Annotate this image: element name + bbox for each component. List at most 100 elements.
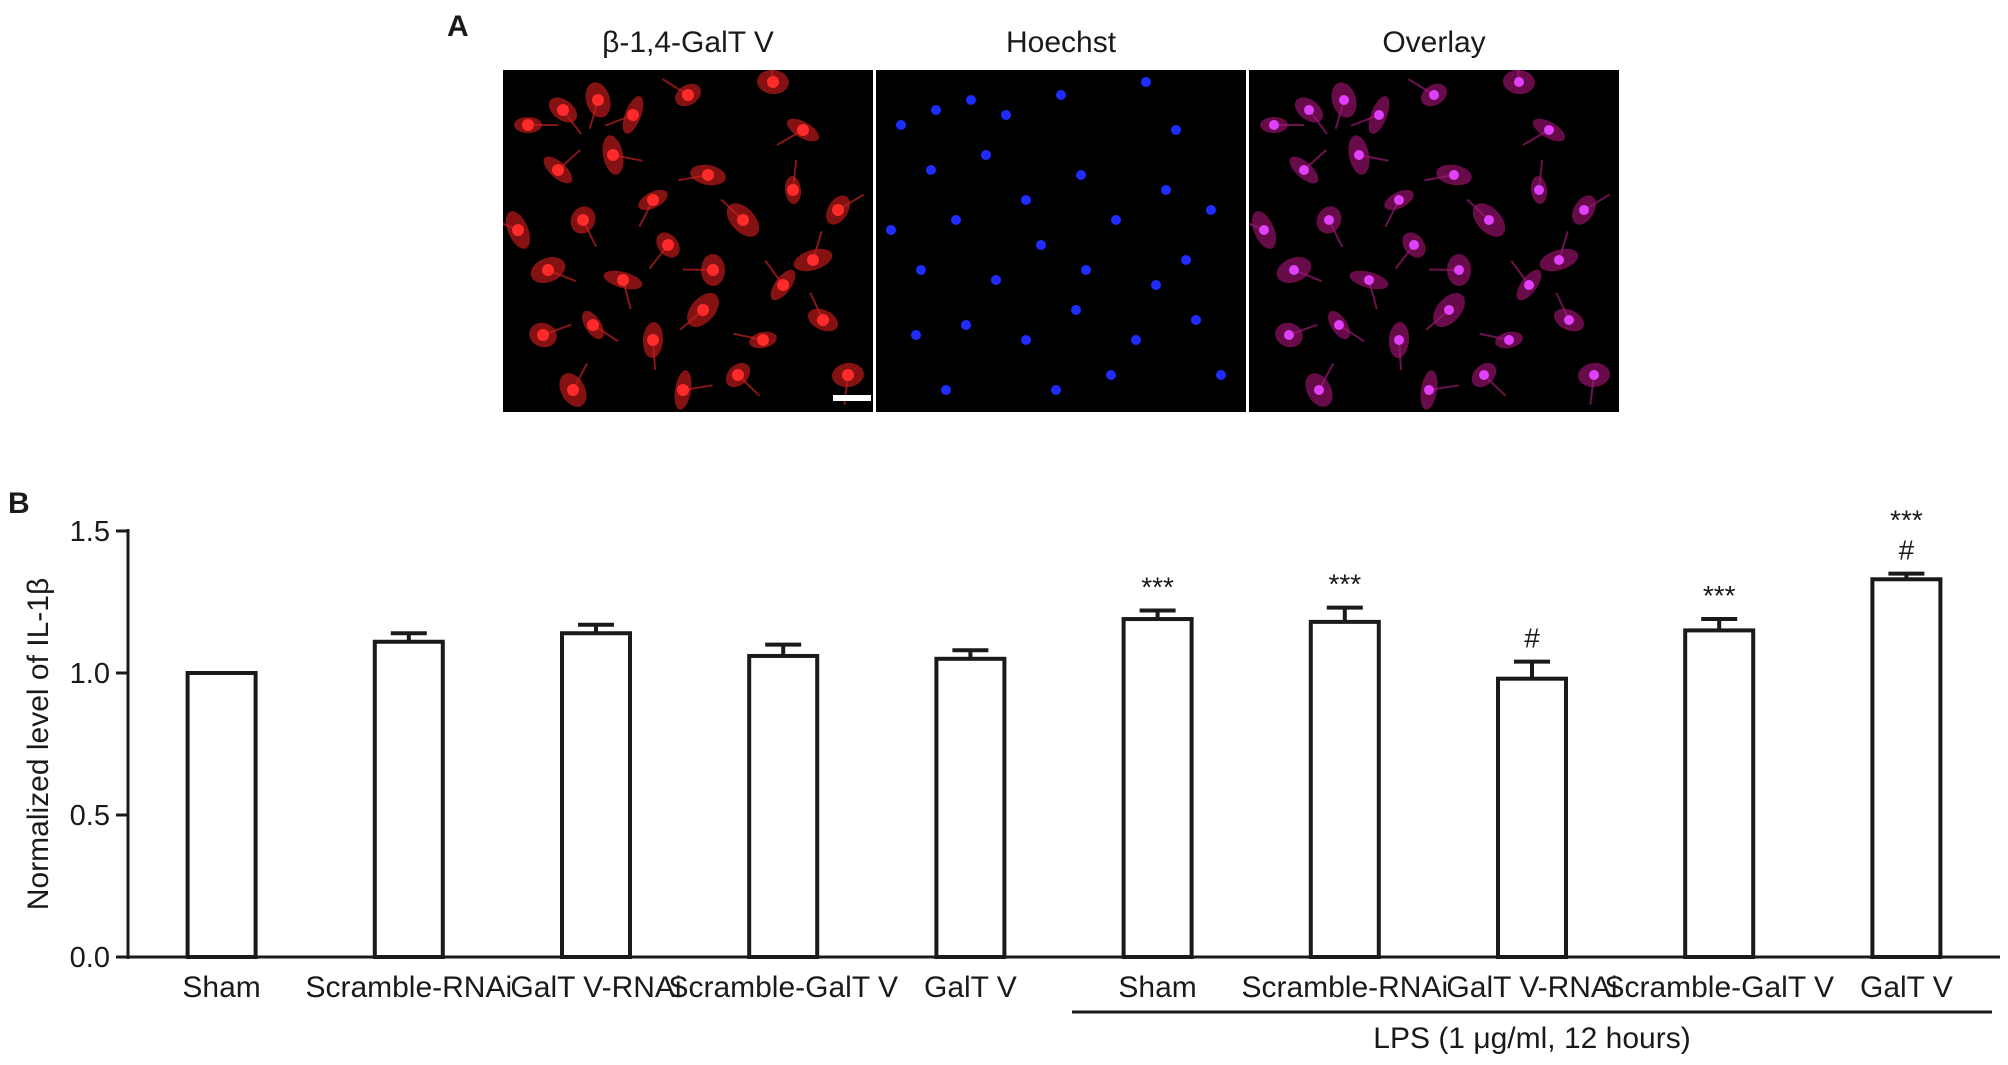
cell-nucleus <box>777 279 789 291</box>
cell-nucleus <box>1259 225 1269 235</box>
cell-nucleus <box>1161 185 1171 195</box>
cell-nucleus <box>1579 205 1589 215</box>
cell-nucleus <box>1171 125 1181 135</box>
cell-nucleus <box>662 239 674 251</box>
cell-process <box>1510 260 1530 286</box>
significance-label: # <box>1524 623 1540 654</box>
image-title-overlay: Overlay <box>1382 26 1486 59</box>
cell-nucleus <box>1151 280 1161 290</box>
bar <box>560 631 632 959</box>
cell-nucleus <box>1374 110 1384 120</box>
cell-nucleus <box>1479 370 1489 380</box>
cell-nucleus <box>1181 255 1191 265</box>
cell-nucleus <box>1484 215 1494 225</box>
cell-nucleus <box>1454 265 1464 275</box>
cell-nucleus <box>542 264 554 276</box>
category-label: Scramble-GalT V <box>1604 971 1834 1004</box>
cell-nucleus <box>1504 335 1514 345</box>
bar <box>1683 628 1756 960</box>
cell-nucleus <box>1284 330 1294 340</box>
y-tick-label: 1.5 <box>70 516 110 548</box>
category-label: Scramble-GalT V <box>668 971 898 1004</box>
cell-nucleus <box>647 334 659 346</box>
cell-process <box>1538 160 1544 191</box>
cell-nucleus <box>1206 205 1216 215</box>
cell-nucleus <box>911 330 921 340</box>
image-title-galt: β-1,4-GalT V <box>602 26 774 59</box>
category-label: GalT V-RNAi <box>1446 971 1617 1004</box>
cell-process <box>1558 231 1569 261</box>
cell-nucleus <box>916 265 926 275</box>
panel-b-label: B <box>8 487 30 520</box>
cell-nucleus <box>677 384 689 396</box>
cell-nucleus <box>1409 240 1419 250</box>
cell-nucleus <box>832 204 844 216</box>
cell-nucleus <box>737 214 749 226</box>
cell-nucleus <box>1001 110 1011 120</box>
cell-process <box>1328 219 1344 248</box>
micrograph-hoechst <box>876 70 1246 412</box>
cell-nucleus <box>1534 185 1544 195</box>
cell-nucleus <box>1424 385 1434 395</box>
bar <box>1121 617 1194 959</box>
cell-nucleus <box>1449 170 1459 180</box>
cell-nucleus <box>732 369 744 381</box>
cell-nucleus <box>1589 370 1599 380</box>
significance-label: *** <box>1328 569 1361 600</box>
cell-process <box>1479 332 1510 341</box>
cell-nucleus <box>707 264 719 276</box>
panel-a-label: A <box>447 10 469 43</box>
y-axis-label: Normalized level of IL-1β <box>22 578 55 910</box>
cell-nucleus <box>951 215 961 225</box>
cell-nucleus <box>966 95 976 105</box>
group-label: LPS (1 μg/ml, 12 hours) <box>1373 1022 1690 1055</box>
y-tick-label: 1.0 <box>70 658 110 690</box>
cell-nucleus <box>842 369 854 381</box>
cell-nucleus <box>1394 335 1404 345</box>
bar <box>185 671 258 959</box>
cell-nucleus <box>567 384 579 396</box>
significance-label: *** <box>1141 572 1174 603</box>
cell-process <box>1249 222 1265 231</box>
cell-nucleus <box>1191 315 1201 325</box>
cell-nucleus <box>787 184 799 196</box>
y-tick-label: 0.5 <box>70 800 110 832</box>
cell-process <box>1398 339 1403 370</box>
category-label: Scramble-RNAi <box>305 971 512 1004</box>
cell-nucleus <box>1354 150 1364 160</box>
scale-bar <box>833 395 871 401</box>
cell-nucleus <box>512 224 524 236</box>
cell-nucleus <box>1056 90 1066 100</box>
cell-nucleus <box>1289 265 1299 275</box>
cell-nucleus <box>1364 275 1374 285</box>
cell-nucleus <box>557 104 569 116</box>
cell-nucleus <box>592 94 604 106</box>
cell-process <box>1394 244 1415 270</box>
cell-nucleus <box>1141 77 1151 87</box>
cell-nucleus <box>1076 170 1086 180</box>
y-tick-label: 0.0 <box>70 942 110 974</box>
cell-nucleus <box>981 150 991 160</box>
cell-nucleus <box>1394 195 1404 205</box>
cell-nucleus <box>1444 305 1454 315</box>
cell-process <box>1583 193 1611 211</box>
cell-nucleus <box>1314 385 1324 395</box>
cell-process <box>1424 174 1455 182</box>
category-label: Scramble-RNAi <box>1241 971 1448 1004</box>
cell-nucleus <box>1324 215 1334 225</box>
cell-nucleus <box>757 334 769 346</box>
cell-nucleus <box>941 385 951 395</box>
cell-nucleus <box>607 149 619 161</box>
cell-nucleus <box>1021 335 1031 345</box>
bar <box>1496 676 1568 959</box>
bar <box>934 656 1007 959</box>
cell-nucleus <box>1021 195 1031 205</box>
cell-nucleus <box>1334 320 1344 330</box>
cell-nucleus <box>886 225 896 235</box>
cell-nucleus <box>1216 370 1226 380</box>
cell-nucleus <box>522 119 534 131</box>
cell-nucleus <box>1106 370 1116 380</box>
cell-nucleus <box>577 214 589 226</box>
cell-nucleus <box>1339 95 1349 105</box>
